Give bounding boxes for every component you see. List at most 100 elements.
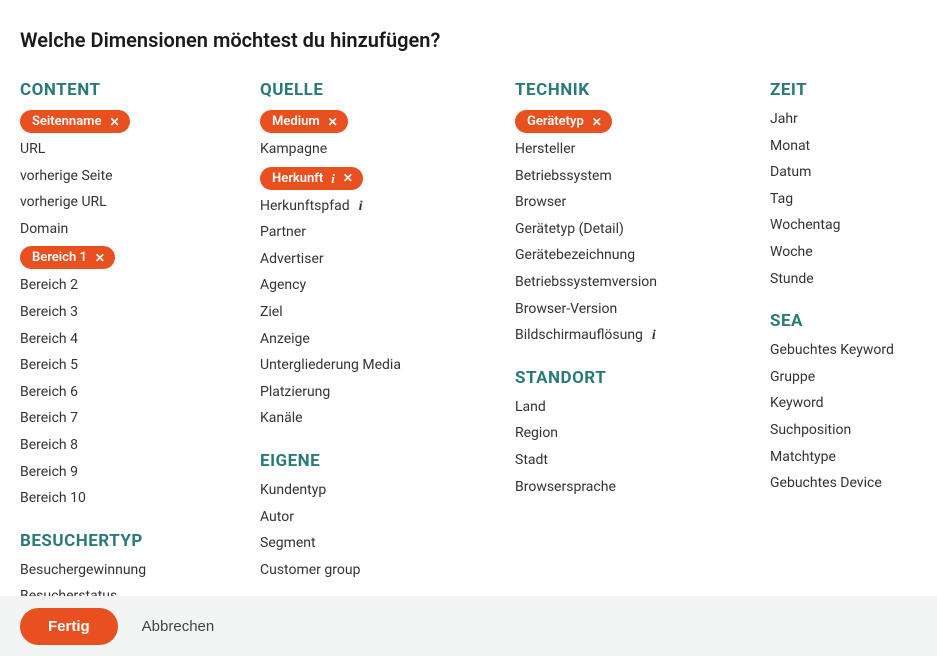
dimension-item-land[interactable]: Land (515, 398, 750, 418)
dimension-item-bereich-8[interactable]: Bereich 8 (20, 436, 240, 456)
dimension-item-bereich-2[interactable]: Bereich 2 (20, 276, 240, 296)
dimension-columns: CONTENT Seitenname ✕ URL vorherige Seite vor… (20, 80, 917, 596)
info-icon[interactable]: i (359, 197, 363, 217)
dimension-item-ger-tetyp-detail[interactable]: Gerätetyp (Detail) (515, 220, 750, 240)
dimension-item-label: Autor (260, 508, 294, 528)
dimension-item-label: Gebuchtes Device (770, 474, 882, 494)
dimension-item-matchtype[interactable]: Matchtype (770, 448, 937, 468)
dimension-item-label: Untergliederung Media (260, 356, 401, 376)
dimension-item-bildschirmaufl-sung[interactable]: Bildschirmauflösung i (515, 326, 750, 346)
dimension-item-tag[interactable]: Tag (770, 190, 937, 210)
dimension-item-label: Stadt (515, 451, 548, 471)
dimension-item-herkunftspfad[interactable]: Herkunftspfadi (260, 197, 495, 217)
dimension-item-anzeige[interactable]: Anzeige (260, 330, 495, 350)
dimension-item-bereich-5[interactable]: Bereich 5 (20, 356, 240, 376)
dimension-item-woche[interactable]: Woche (770, 243, 937, 263)
dimension-item-label: Besuchergewinnung (20, 561, 146, 581)
section-list-sea: Gebuchtes Keyword Gruppe Keyword Suchpositi… (770, 341, 937, 494)
dimension-item-bereich-4[interactable]: Bereich 4 (20, 330, 240, 350)
dimension-item-kampagne[interactable]: Kampagne (260, 140, 495, 160)
dimension-item-bereich-3[interactable]: Bereich 3 (20, 303, 240, 323)
section-list-technik: Gerätetyp✕ Hersteller Betriebssystem Browse… (515, 110, 750, 346)
dimension-item-jahr[interactable]: Jahr (770, 110, 937, 130)
dimension-item-url[interactable]: URL (20, 140, 240, 160)
dimension-item-vorherige-url[interactable]: vorherige URL (20, 193, 240, 213)
dimension-item-label: Woche (770, 243, 813, 263)
dimension-item-partner[interactable]: Partner (260, 223, 495, 243)
dimension-item-label: Bereich 9 (20, 463, 78, 483)
dimension-item-label: Browser-Version (515, 300, 617, 320)
section-list-zeit: Jahr Monat Datum Tag Wochentag Woche Stunde (770, 110, 937, 289)
section-list-eigene: Kundentyp Autor Segment Customer group (260, 481, 495, 580)
info-icon[interactable]: i (331, 172, 335, 185)
remove-icon[interactable]: ✕ (109, 116, 119, 128)
dimension-item-bereich-9[interactable]: Bereich 9 (20, 463, 240, 483)
dimension-item-browser[interactable]: Browser (515, 193, 750, 213)
dimension-item-browser-version[interactable]: Browser-Version (515, 300, 750, 320)
dimension-item-untergliederung-media[interactable]: Untergliederung Media (260, 356, 495, 376)
section-title-content: CONTENT (20, 80, 240, 100)
dimension-item-label: vorherige URL (20, 193, 107, 213)
dimension-item-suchposition[interactable]: Suchposition (770, 421, 937, 441)
dimension-item-wochentag[interactable]: Wochentag (770, 216, 937, 236)
dimension-item-domain[interactable]: Domain (20, 220, 240, 240)
dimension-item-label: Domain (20, 220, 68, 240)
dimension-item-betriebssystemversion[interactable]: Betriebssystemversion (515, 273, 750, 293)
dimension-item-bereich-7[interactable]: Bereich 7 (20, 409, 240, 429)
remove-icon[interactable]: ✕ (328, 116, 338, 128)
dimension-pill-bereich-1[interactable]: Bereich 1✕ (20, 246, 115, 269)
dimension-item-kan-le[interactable]: Kanäle (260, 409, 495, 429)
done-button[interactable]: Fertig (20, 608, 118, 645)
dimension-item-customer-group[interactable]: Customer group (260, 561, 495, 581)
dimension-item-gebuchtes-keyword[interactable]: Gebuchtes Keyword (770, 341, 937, 361)
dimension-item-label: Land (515, 398, 546, 418)
dimension-item-advertiser[interactable]: Advertiser (260, 250, 495, 270)
dimension-item-label: Kampagne (260, 140, 327, 160)
dimension-pill-label: Seitenname (32, 115, 101, 128)
dimension-item-segment[interactable]: Segment (260, 534, 495, 554)
dimension-item-label: Bildschirmauflösung (515, 326, 643, 346)
dimension-pill-label: Medium (272, 115, 320, 128)
dimension-item-label: Bereich 4 (20, 330, 78, 350)
dimension-item-label: Monat (770, 137, 810, 157)
dimension-item-gebuchtes-device[interactable]: Gebuchtes Device (770, 474, 937, 494)
dimension-pill-ger-tetyp[interactable]: Gerätetyp✕ (515, 110, 612, 133)
dimension-item-platzierung[interactable]: Platzierung (260, 383, 495, 403)
dimension-pill-herkunft[interactable]: Herkunfti✕ (260, 167, 363, 190)
dimension-item-datum[interactable]: Datum (770, 163, 937, 183)
dimension-item-vorherige-seite[interactable]: vorherige Seite (20, 167, 240, 187)
dimension-item-label: Gerätetyp (Detail) (515, 220, 624, 240)
section-list-standort: Land Region Stadt Browsersprache (515, 398, 750, 497)
remove-icon[interactable]: ✕ (95, 252, 105, 264)
dimension-item-autor[interactable]: Autor (260, 508, 495, 528)
remove-icon[interactable]: ✕ (592, 116, 602, 128)
dimension-item: Medium ✕ (260, 110, 495, 133)
dimension-item-ziel[interactable]: Ziel (260, 303, 495, 323)
dimension-item-label: Anzeige (260, 330, 310, 350)
dimension-item-besucherstatus[interactable]: Besucherstatus (20, 587, 240, 596)
section-title-besuchertyp: BESUCHERTYP (20, 531, 240, 551)
dimension-item-kundentyp[interactable]: Kundentyp (260, 481, 495, 501)
dimension-item-ger-tebezeichnung[interactable]: Gerätebezeichnung (515, 246, 750, 266)
dimension-pill-seitenname[interactable]: Seitenname ✕ (20, 110, 130, 133)
dimension-item-region[interactable]: Region (515, 424, 750, 444)
dimension-item-hersteller[interactable]: Hersteller (515, 140, 750, 160)
dimension-item-browsersprache[interactable]: Browsersprache (515, 478, 750, 498)
dimension-item-monat[interactable]: Monat (770, 137, 937, 157)
dimension-item-agency[interactable]: Agency (260, 276, 495, 296)
dimension-item-besuchergewinnung[interactable]: Besuchergewinnung (20, 561, 240, 581)
dimension-item-keyword[interactable]: Keyword (770, 394, 937, 414)
dimension-item-bereich-10[interactable]: Bereich 10 (20, 489, 240, 509)
dimension-item-stunde[interactable]: Stunde (770, 270, 937, 290)
dimension-pill-medium[interactable]: Medium ✕ (260, 110, 348, 133)
cancel-button[interactable]: Abbrechen (142, 618, 215, 635)
info-icon[interactable]: i (652, 326, 656, 346)
section-title-quelle: QUELLE (260, 80, 495, 100)
dimension-item-bereich-6[interactable]: Bereich 6 (20, 383, 240, 403)
remove-icon[interactable]: ✕ (343, 172, 353, 184)
dimension-item-label: URL (20, 140, 45, 160)
dimension-item-label: Region (515, 424, 558, 444)
dimension-item-betriebssystem[interactable]: Betriebssystem (515, 167, 750, 187)
dimension-item-stadt[interactable]: Stadt (515, 451, 750, 471)
dimension-item-gruppe[interactable]: Gruppe (770, 368, 937, 388)
